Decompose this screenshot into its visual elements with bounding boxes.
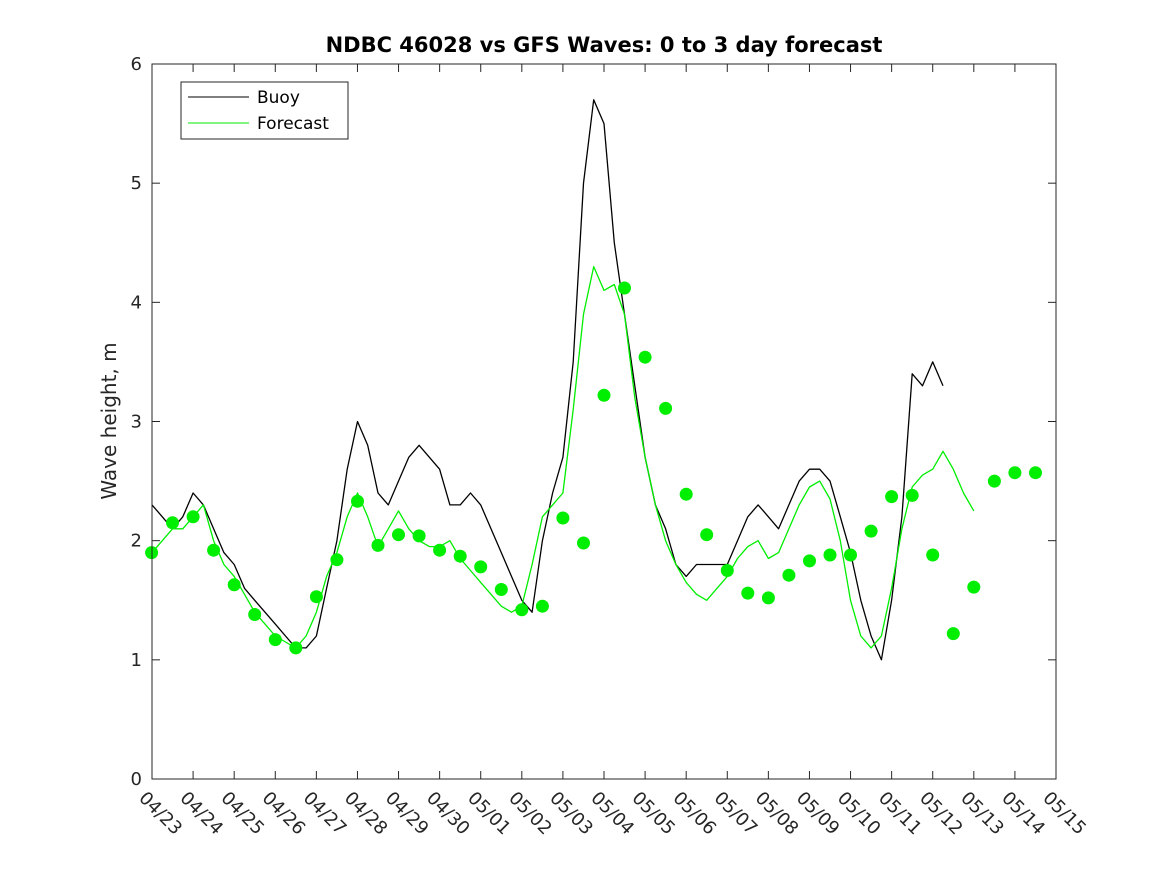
y-axis: 0 1 2 3 4 5 6 [131, 54, 1056, 790]
y-tick-label: 4 [131, 292, 142, 313]
forecast-marker [885, 490, 899, 504]
forecast-marker [905, 488, 919, 502]
forecast-marker [1008, 466, 1022, 480]
forecast-marker [556, 511, 570, 525]
chart-title: NDBC 46028 vs GFS Waves: 0 to 3 day fore… [326, 33, 883, 57]
forecast-marker [720, 564, 734, 577]
y-tick-label: 2 [131, 531, 142, 552]
forecast-marker [535, 599, 549, 613]
y-tick-label: 0 [131, 769, 142, 790]
forecast-marker [494, 583, 508, 596]
forecast-marker [227, 578, 241, 592]
buoy-line [151, 99, 944, 661]
y-tick-label: 3 [131, 412, 142, 433]
legend: Buoy Forecast [180, 81, 349, 140]
y-tick-label: 5 [131, 173, 142, 194]
forecast-marker [166, 516, 179, 530]
series-layer [145, 99, 1042, 661]
forecast-marker [577, 536, 590, 550]
forecast-marker [618, 281, 631, 295]
forecast-marker [268, 633, 282, 647]
forecast-marker [638, 350, 652, 364]
forecast-marker [967, 580, 981, 594]
forecast-marker [679, 487, 693, 501]
forecast-marker [864, 524, 878, 538]
forecast-marker [761, 591, 775, 605]
forecast-marker [515, 603, 529, 617]
y-axis-label: Wave height, m [97, 342, 121, 499]
forecast-marker [659, 401, 673, 415]
forecast-marker [844, 548, 857, 562]
forecast-marker [289, 641, 303, 655]
forecast-marker [1029, 466, 1042, 480]
y-tick-label: 1 [131, 650, 142, 671]
forecast-marker [371, 538, 385, 552]
forecast-marker [453, 549, 467, 563]
forecast-marker [946, 627, 960, 641]
forecast-marker [926, 548, 940, 562]
forecast-marker [987, 474, 1001, 488]
legend-label-forecast: Forecast [257, 114, 329, 134]
legend-label-buoy: Buoy [257, 88, 300, 108]
forecast-marker [700, 528, 714, 542]
forecast-marker [392, 528, 405, 542]
forecast-marker [351, 494, 364, 508]
y-tick-label: 6 [131, 54, 142, 75]
forecast-marker [782, 568, 796, 582]
legend-box [180, 81, 349, 140]
forecast-marker [412, 529, 426, 543]
forecast-marker [433, 543, 447, 557]
forecast-line [151, 265, 975, 649]
forecast-marker [248, 608, 262, 621]
forecast-marker [330, 553, 344, 567]
forecast-marker [186, 510, 200, 524]
forecast-marker [309, 590, 323, 604]
forecast-marker [207, 543, 221, 557]
forecast-marker [823, 548, 837, 562]
forecast-marker [741, 586, 755, 600]
forecast-marker [597, 388, 611, 402]
forecast-marker [803, 554, 816, 568]
forecast-marker [474, 560, 488, 574]
